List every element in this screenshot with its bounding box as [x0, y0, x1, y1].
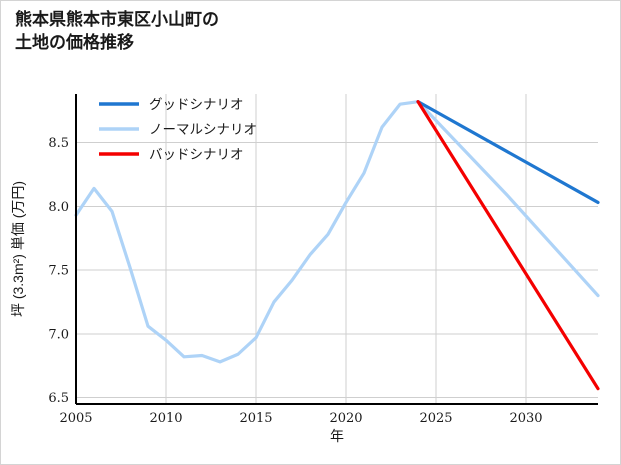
x-tick-label: 2005: [59, 411, 92, 426]
y-tick-label: 8.0: [48, 200, 69, 215]
tick-labels-group: 2005 2010 2015 2020 2025 2030 6.5 7.0 7.5 8.0 8.5: [48, 136, 542, 426]
x-tick-label: 2030: [509, 411, 542, 426]
series-group: [74, 100, 600, 391]
legend-label: グッドシナリオ: [149, 97, 244, 113]
y-tick-label: 8.5: [48, 136, 69, 151]
chart-title: 熊本県熊本市東区小山町の 土地の価格推移: [15, 10, 219, 52]
y-tick-label: 6.5: [48, 391, 69, 406]
x-tick-label: 2025: [419, 411, 452, 426]
x-axis-title: 年: [330, 428, 344, 444]
x-tick-label: 2010: [149, 411, 182, 426]
series-line: [416, 100, 600, 205]
series-line: [416, 100, 600, 391]
axis-spines: [74, 94, 598, 406]
x-tick-label: 2015: [239, 411, 272, 426]
y-tick-label: 7.0: [48, 327, 69, 342]
x-tick-label: 2020: [329, 411, 362, 426]
legend-label: ノーマルシナリオ: [149, 122, 257, 138]
legend-label: バッドシナリオ: [149, 147, 244, 163]
y-tick-label: 7.5: [48, 264, 69, 279]
y-axis-title: 坪 (3.3m²) 単価 (万円): [10, 181, 26, 317]
series-line: [74, 100, 600, 364]
gridlines-group: [75, 94, 598, 404]
